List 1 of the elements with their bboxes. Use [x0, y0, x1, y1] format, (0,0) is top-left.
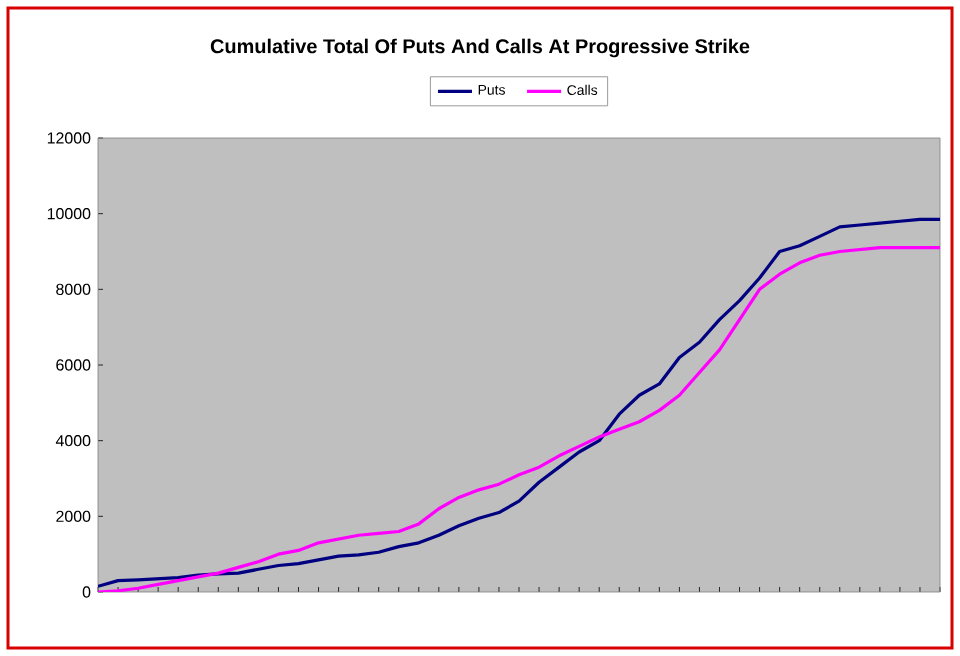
- chart-title: Cumulative Total Of Puts And Calls At Progressive Strike: [210, 38, 750, 58]
